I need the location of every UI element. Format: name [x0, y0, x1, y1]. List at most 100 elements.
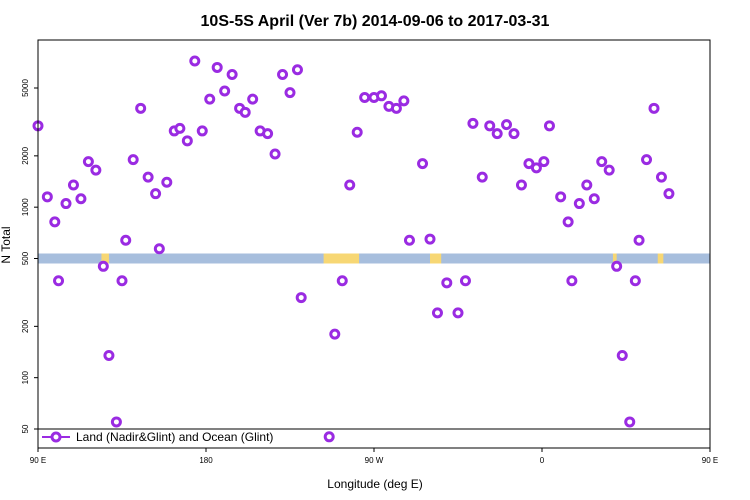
legend-label: Land (Nadir&Glint) and Ocean (Glint): [76, 430, 273, 444]
data-point: [344, 179, 356, 191]
data-point: [581, 179, 593, 191]
data-point: [663, 188, 675, 200]
y-tick-label: 2000: [21, 146, 30, 164]
data-point: [219, 85, 231, 97]
data-point: [375, 90, 387, 102]
data-point: [110, 416, 122, 428]
data-point: [161, 176, 173, 188]
ocean-band: [38, 253, 710, 264]
data-point: [174, 122, 186, 134]
data-point: [611, 260, 623, 272]
x-tick-label: 90 W: [365, 456, 384, 465]
data-point: [336, 275, 348, 287]
data-point: [323, 431, 335, 443]
data-point: [441, 277, 453, 289]
data-point: [116, 275, 128, 287]
data-points: [32, 55, 675, 443]
data-point: [655, 171, 667, 183]
data-point: [476, 171, 488, 183]
data-point: [181, 135, 193, 147]
y-tick-label: 500: [21, 251, 30, 265]
data-point: [633, 234, 645, 246]
data-point: [508, 128, 520, 140]
data-point: [501, 119, 513, 131]
data-point: [390, 102, 402, 114]
y-tick-label: 5000: [21, 79, 30, 97]
plot-frame: [37, 39, 711, 449]
land-segment: [101, 253, 109, 264]
data-point: [120, 234, 132, 246]
data-point: [295, 292, 307, 304]
data-point: [562, 216, 574, 228]
data-point: [211, 61, 223, 73]
data-point: [452, 307, 464, 319]
data-point: [67, 179, 79, 191]
data-point: [417, 158, 429, 170]
data-point: [127, 154, 139, 166]
data-point: [247, 93, 259, 105]
y-tick-label: 1000: [21, 198, 30, 216]
data-point: [641, 154, 653, 166]
data-point: [49, 216, 61, 228]
data-point: [588, 193, 600, 205]
data-point: [60, 198, 72, 210]
x-tick-label: 90 E: [30, 456, 46, 465]
data-point: [135, 102, 147, 114]
data-point: [196, 125, 208, 137]
data-point: [153, 243, 165, 255]
x-tick-label: 90 E: [702, 456, 718, 465]
data-point: [530, 162, 542, 174]
data-point: [150, 188, 162, 200]
data-point: [359, 91, 371, 103]
land-segment: [612, 253, 617, 264]
data-point: [204, 93, 216, 105]
chart-title: 10S-5S April (Ver 7b) 2014-09-06 to 2017…: [201, 13, 550, 30]
land-ocean-map-strip: [38, 253, 710, 264]
x-axis: 90 E 180 90 W 0 90 E: [30, 448, 718, 465]
legend: Land (Nadir&Glint) and Ocean (Glint): [42, 430, 273, 444]
data-point: [424, 233, 436, 245]
data-point: [403, 234, 415, 246]
data-point: [566, 275, 578, 287]
data-point: [398, 95, 410, 107]
data-point: [624, 416, 636, 428]
data-point: [515, 179, 527, 191]
data-point: [239, 106, 251, 118]
land-segment: [657, 253, 664, 264]
data-point: [555, 191, 567, 203]
data-point: [82, 156, 94, 168]
x-tick-label: 180: [199, 456, 213, 465]
data-point: [351, 126, 363, 138]
x-axis-title: Longitude (deg E): [327, 477, 422, 491]
y-axis: 50 100 200 500 1000 2000 5000: [21, 79, 38, 433]
legend-marker: [50, 431, 62, 443]
data-point: [629, 275, 641, 287]
data-point: [648, 102, 660, 114]
data-point: [284, 87, 296, 99]
data-point: [189, 55, 201, 67]
data-point: [41, 191, 53, 203]
data-point: [573, 198, 585, 210]
data-point: [467, 117, 479, 129]
data-point: [616, 349, 628, 361]
data-point: [226, 68, 238, 80]
data-point: [291, 64, 303, 76]
data-point: [269, 148, 281, 160]
data-point: [543, 120, 555, 132]
x-tick-label: 0: [540, 456, 545, 465]
data-point: [603, 164, 615, 176]
y-tick-label: 200: [21, 319, 30, 333]
data-point: [459, 275, 471, 287]
data-point: [53, 275, 65, 287]
data-point: [142, 171, 154, 183]
data-point: [431, 307, 443, 319]
y-tick-label: 100: [21, 370, 30, 384]
plot-area: [38, 40, 710, 440]
data-point: [75, 193, 87, 205]
data-point: [262, 128, 274, 140]
data-point: [329, 328, 341, 340]
y-axis-title: N Total: [0, 226, 13, 263]
data-point: [491, 128, 503, 140]
land-segment: [323, 253, 360, 264]
